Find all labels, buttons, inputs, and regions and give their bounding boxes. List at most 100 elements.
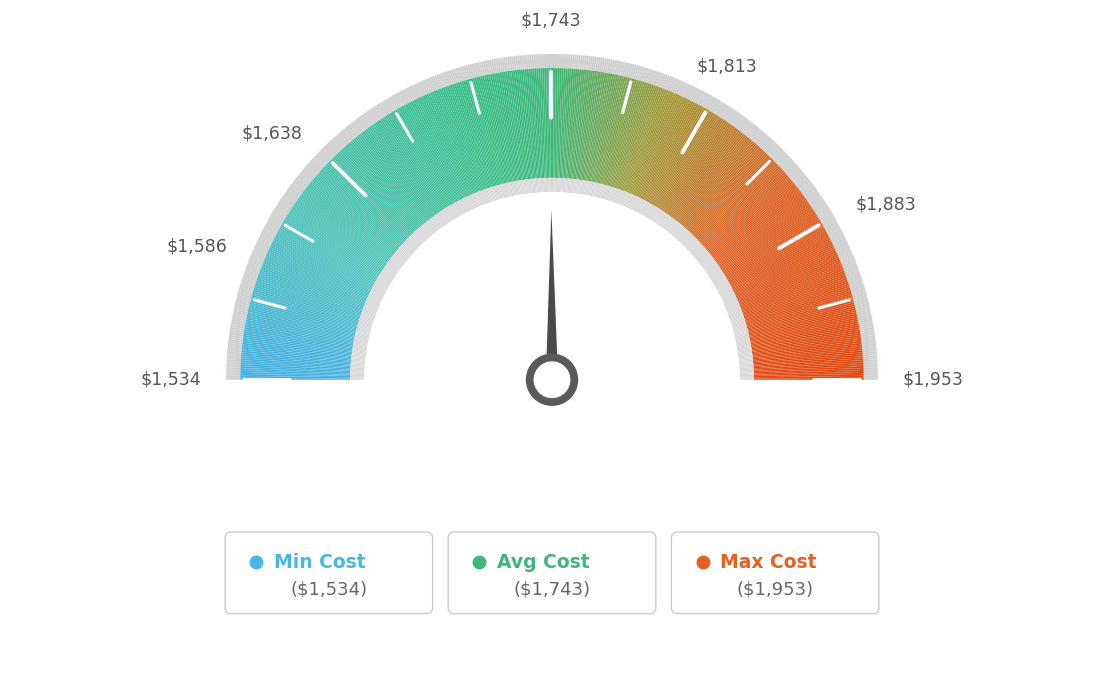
Polygon shape [584,72,603,181]
Polygon shape [414,99,464,199]
Polygon shape [226,368,241,370]
Polygon shape [850,285,864,291]
Polygon shape [461,81,495,186]
Polygon shape [863,357,878,360]
Polygon shape [540,54,542,68]
Polygon shape [321,169,403,244]
Polygon shape [829,230,842,238]
Polygon shape [277,204,290,213]
Polygon shape [681,233,692,244]
Polygon shape [328,142,339,154]
Polygon shape [379,102,389,115]
Polygon shape [357,330,370,334]
Polygon shape [254,287,359,321]
Polygon shape [442,72,448,86]
Polygon shape [739,259,840,303]
Polygon shape [272,212,285,221]
Polygon shape [702,94,711,108]
Polygon shape [740,367,754,369]
Polygon shape [677,135,746,221]
Polygon shape [561,68,567,178]
Polygon shape [443,87,482,190]
Polygon shape [672,130,740,219]
Polygon shape [689,151,765,233]
Polygon shape [232,317,246,322]
Polygon shape [605,186,611,200]
Polygon shape [413,84,421,98]
Polygon shape [337,134,348,146]
Polygon shape [457,82,492,188]
Polygon shape [403,242,414,253]
Polygon shape [306,187,393,256]
Polygon shape [602,78,631,184]
Polygon shape [710,186,797,255]
Polygon shape [693,157,771,236]
Polygon shape [782,159,794,170]
Polygon shape [752,335,861,352]
Polygon shape [622,62,627,77]
Polygon shape [523,180,527,194]
Polygon shape [350,370,364,371]
Polygon shape [637,97,684,197]
Polygon shape [628,195,636,209]
Polygon shape [357,326,371,331]
Polygon shape [299,197,389,262]
Polygon shape [648,206,657,219]
Polygon shape [679,231,689,242]
Polygon shape [393,254,405,264]
Polygon shape [436,213,446,226]
Polygon shape [787,166,799,177]
Polygon shape [402,244,413,255]
Polygon shape [258,273,362,311]
Polygon shape [834,241,848,249]
Polygon shape [491,187,496,201]
Polygon shape [754,131,764,144]
Polygon shape [698,252,709,262]
Polygon shape [438,212,447,224]
Polygon shape [747,300,853,330]
Polygon shape [439,88,480,192]
Polygon shape [415,230,426,241]
Polygon shape [683,235,694,246]
Polygon shape [415,231,425,242]
Polygon shape [613,188,618,202]
Polygon shape [355,335,369,339]
Polygon shape [857,310,871,315]
Polygon shape [277,231,374,285]
Polygon shape [373,286,385,293]
Polygon shape [467,65,473,79]
Polygon shape [725,302,739,308]
Polygon shape [358,135,427,221]
Polygon shape [395,93,404,106]
Polygon shape [242,344,351,358]
Polygon shape [715,280,729,288]
Polygon shape [742,276,847,314]
Polygon shape [602,185,607,199]
Polygon shape [720,206,813,268]
Polygon shape [699,165,779,242]
Polygon shape [728,308,741,314]
Polygon shape [349,124,360,136]
Polygon shape [740,371,754,373]
Polygon shape [702,258,714,268]
Polygon shape [591,57,595,71]
Polygon shape [322,168,404,244]
Polygon shape [379,275,392,283]
Polygon shape [226,357,241,360]
Polygon shape [436,75,443,88]
Polygon shape [421,81,428,95]
Polygon shape [742,274,846,313]
Polygon shape [489,188,495,201]
Polygon shape [654,210,662,222]
Polygon shape [699,254,711,264]
Polygon shape [346,145,420,228]
Polygon shape [647,105,700,202]
Polygon shape [725,303,740,310]
Polygon shape [247,264,261,270]
Polygon shape [754,370,863,375]
Polygon shape [767,144,778,155]
Polygon shape [634,198,641,211]
Polygon shape [651,208,660,221]
Polygon shape [507,57,511,71]
Polygon shape [790,170,803,181]
